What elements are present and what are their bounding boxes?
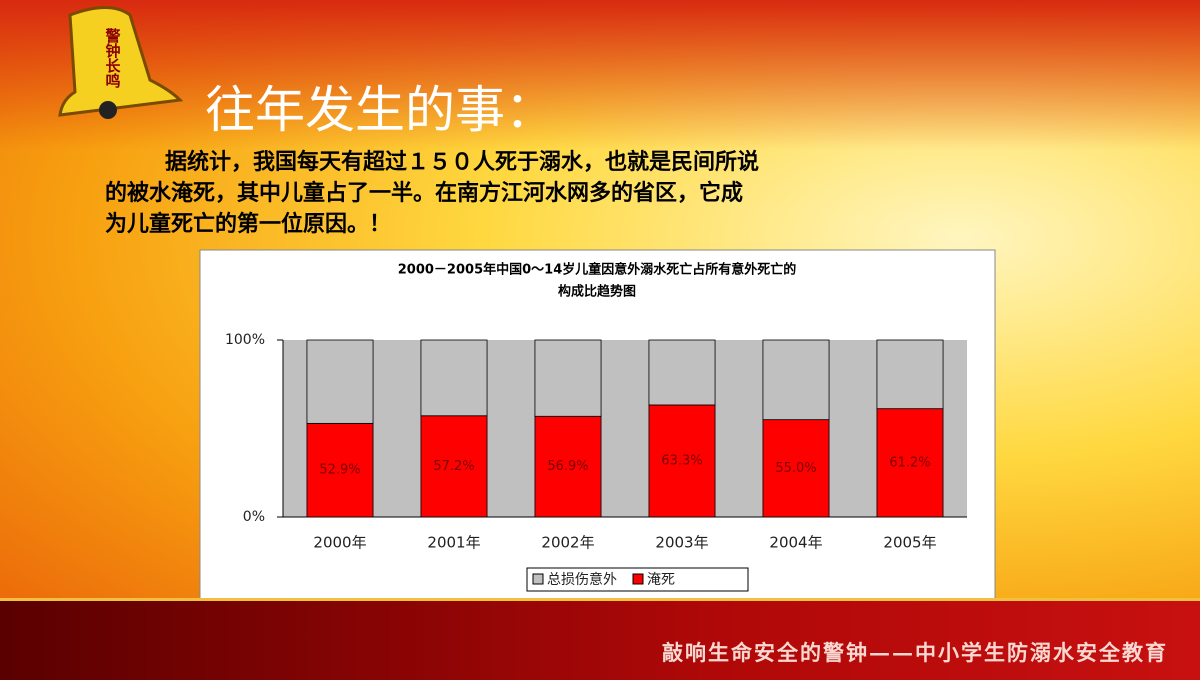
data-label: 57.2% (433, 459, 474, 474)
bar-segment (420, 339, 488, 417)
bar-segment (876, 408, 944, 518)
data-label: 55.0% (775, 461, 816, 476)
bar-segment (534, 339, 602, 417)
x-tick-label: 2004年 (769, 534, 822, 552)
body-line: 的被水淹死，其中儿童占了一半。在南方江河水网多的省区，它成 (105, 181, 744, 206)
data-label: 61.2% (889, 455, 930, 470)
data-label: 56.9% (547, 459, 588, 474)
plot-area (283, 340, 967, 517)
header-band (0, 0, 1200, 150)
footer-text: 敲响生命安全的警钟——中小学生防溺水安全教育 (662, 640, 1168, 665)
legend-swatch (532, 573, 544, 585)
bar-segment (762, 339, 830, 421)
body-text: 据统计，我国每天有超过１５０人死于溺水，也就是民间所说 的被水淹死，其中儿童占了… (105, 147, 759, 240)
bar-segment (762, 419, 830, 518)
bar-segment (648, 404, 716, 518)
y-tick-label: 100% (225, 332, 265, 348)
legend-label: 总损伤意外 (547, 571, 617, 588)
legend-label: 淹死 (647, 572, 675, 588)
x-tick-label: 2000年 (313, 534, 366, 552)
data-label: 52.9% (319, 463, 360, 478)
bar-segment (306, 339, 374, 424)
x-tick-label: 2003年 (655, 534, 708, 552)
bar-segment (420, 415, 488, 518)
bar-segment (306, 422, 374, 518)
bell-label: 警钟长鸣 (104, 27, 122, 89)
x-tick-label: 2005年 (883, 534, 936, 552)
body-line: 为儿童死亡的第一位原因。！ (105, 212, 392, 237)
x-tick-label: 2002年 (541, 534, 594, 552)
y-tick-label: 0% (243, 509, 265, 525)
legend-swatch (632, 573, 644, 585)
x-tick-label: 2001年 (427, 534, 480, 552)
data-label: 63.3% (661, 453, 702, 468)
bell-icon: 警钟长鸣 (58, 6, 184, 119)
body-line: 据统计，我国每天有超过１５０人死于溺水，也就是民间所说 (165, 150, 760, 175)
bar-segment (534, 415, 602, 518)
slide-title: 往年发生的事： (205, 81, 555, 139)
chart-title: 2000－2005年中国0～14岁儿童因意外溺水死亡占所有意外死亡的 (398, 262, 797, 278)
chart-title: 构成比趋势图 (558, 284, 636, 300)
footer-band: 敲响生命安全的警钟——中小学生防溺水安全教育 (0, 598, 1200, 680)
bar-segment (648, 339, 716, 406)
bar-segment (876, 339, 944, 410)
